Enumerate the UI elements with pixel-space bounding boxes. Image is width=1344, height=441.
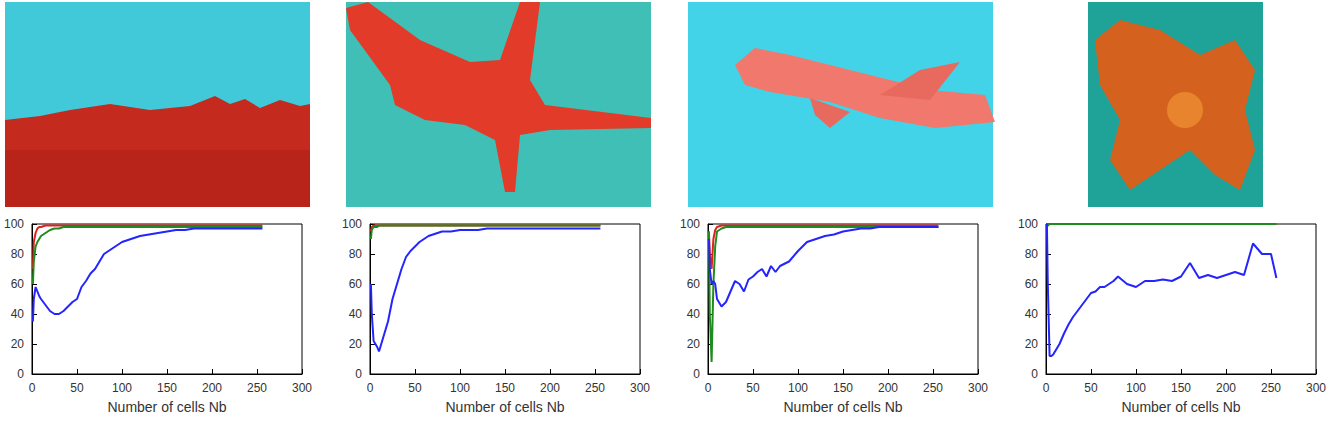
svg-text:300: 300 — [630, 381, 650, 395]
svg-text:60: 60 — [687, 277, 701, 291]
svg-text:200: 200 — [1216, 381, 1236, 395]
svg-text:100: 100 — [680, 217, 700, 231]
svg-text:300: 300 — [1306, 381, 1326, 395]
svg-text:100: 100 — [1018, 217, 1038, 231]
svg-text:150: 150 — [495, 381, 515, 395]
svg-text:0: 0 — [1043, 381, 1050, 395]
svg-text:50: 50 — [70, 381, 84, 395]
svg-text:0: 0 — [705, 381, 712, 395]
svg-text:0: 0 — [1031, 367, 1038, 381]
svg-text:50: 50 — [408, 381, 422, 395]
svg-text:0: 0 — [355, 367, 362, 381]
svg-text:60: 60 — [1025, 277, 1039, 291]
svg-text:50: 50 — [1084, 381, 1098, 395]
svg-text:150: 150 — [1171, 381, 1191, 395]
svg-text:100: 100 — [112, 381, 132, 395]
svg-text:80: 80 — [11, 247, 25, 261]
svg-text:200: 200 — [878, 381, 898, 395]
svg-text:Number of cells Nb: Number of cells Nb — [1121, 399, 1240, 415]
svg-text:60: 60 — [349, 277, 363, 291]
svg-text:0: 0 — [367, 381, 374, 395]
svg-text:150: 150 — [833, 381, 853, 395]
svg-text:0: 0 — [29, 381, 36, 395]
svg-text:200: 200 — [202, 381, 222, 395]
svg-text:20: 20 — [687, 337, 701, 351]
svg-text:40: 40 — [11, 307, 25, 321]
svg-text:150: 150 — [157, 381, 177, 395]
svg-text:300: 300 — [968, 381, 988, 395]
svg-text:100: 100 — [788, 381, 808, 395]
svg-text:60: 60 — [11, 277, 25, 291]
svg-text:20: 20 — [11, 337, 25, 351]
svg-text:20: 20 — [1025, 337, 1039, 351]
svg-text:250: 250 — [585, 381, 605, 395]
svg-text:300: 300 — [292, 381, 312, 395]
svg-text:40: 40 — [687, 307, 701, 321]
svg-text:100: 100 — [4, 217, 24, 231]
svg-text:250: 250 — [247, 381, 267, 395]
svg-text:200: 200 — [540, 381, 560, 395]
svg-text:50: 50 — [746, 381, 760, 395]
svg-text:0: 0 — [693, 367, 700, 381]
svg-text:40: 40 — [1025, 307, 1039, 321]
svg-text:80: 80 — [687, 247, 701, 261]
svg-text:100: 100 — [1126, 381, 1146, 395]
svg-text:100: 100 — [342, 217, 362, 231]
svg-text:Number of cells Nb: Number of cells Nb — [445, 399, 564, 415]
svg-text:Number of cells Nb: Number of cells Nb — [107, 399, 226, 415]
svg-text:40: 40 — [349, 307, 363, 321]
svg-text:250: 250 — [1261, 381, 1281, 395]
svg-text:20: 20 — [349, 337, 363, 351]
svg-text:250: 250 — [923, 381, 943, 395]
svg-text:80: 80 — [1025, 247, 1039, 261]
svg-text:0: 0 — [17, 367, 24, 381]
svg-text:80: 80 — [349, 247, 363, 261]
svg-text:Number of cells Nb: Number of cells Nb — [783, 399, 902, 415]
svg-text:100: 100 — [450, 381, 470, 395]
